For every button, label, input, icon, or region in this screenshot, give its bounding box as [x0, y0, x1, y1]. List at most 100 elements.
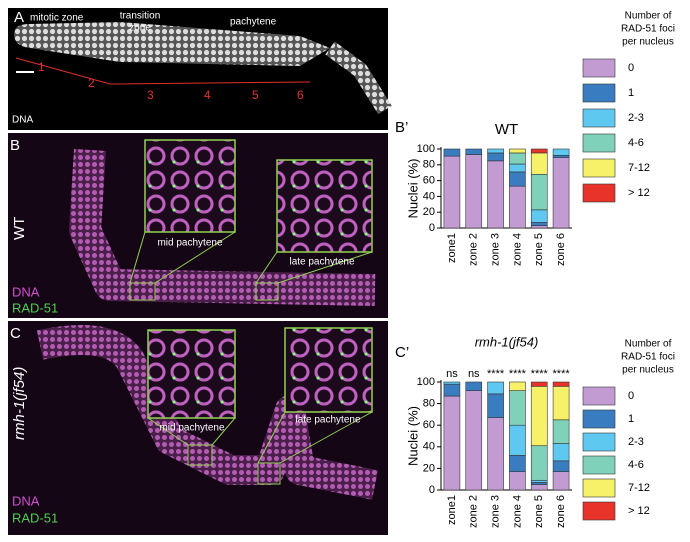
y-tick-label: 0	[429, 484, 435, 496]
significance: ****	[509, 368, 527, 380]
panel-label: A	[14, 9, 24, 26]
legend-title: per nucleus	[622, 365, 674, 376]
x-tick-label: zone 6	[555, 495, 567, 528]
legend-swatch	[582, 455, 616, 475]
legend-label: 1	[628, 87, 634, 99]
bar-segment	[530, 173, 548, 211]
y-tick-label: 0	[429, 222, 435, 234]
legend-label: 0	[628, 390, 634, 402]
bar-segment	[487, 152, 504, 162]
bar-segment	[487, 417, 504, 491]
legend-title: RAD-51 foci	[621, 352, 675, 363]
panel-label: C	[10, 325, 21, 342]
zone-number: 1	[38, 60, 45, 74]
bar-segment	[530, 484, 548, 491]
bar-segment	[530, 386, 548, 447]
y-tick-label: 20	[423, 206, 435, 218]
zone-label: pachytene	[230, 17, 277, 28]
legend-label: 4-6	[628, 137, 644, 149]
inset-label: late pachytene	[289, 257, 354, 268]
inset-label: mid pachytene	[157, 238, 222, 249]
significance: ****	[531, 368, 549, 380]
panel-label: B	[10, 137, 20, 154]
legend-label: 1	[628, 413, 634, 425]
bar-segment	[530, 482, 548, 485]
significance: ****	[487, 368, 505, 380]
bar-segment	[552, 471, 570, 491]
panel-c: C rmh-1(jf54) DNA RAD-51 mid pachytene l…	[8, 321, 388, 535]
x-tick-label: zone 2	[468, 495, 480, 528]
bar-segment	[465, 154, 483, 229]
bar-segment	[530, 209, 548, 223]
zone-label: zone	[129, 23, 151, 34]
significance: ns	[468, 368, 480, 380]
zone-label: transition	[120, 11, 161, 22]
stain-label: DNA	[12, 115, 33, 126]
genotype-label: WT	[11, 217, 28, 240]
legend-title: Number of	[625, 339, 672, 350]
legend-label: 4-6	[628, 459, 644, 471]
bar-segment	[530, 148, 548, 154]
bar-segment	[552, 443, 570, 462]
zone-number: 3	[147, 88, 154, 102]
y-tick-label: 60	[423, 419, 435, 431]
bar-segment	[530, 225, 548, 229]
bar-segment	[509, 163, 526, 173]
zone-number: 6	[297, 88, 304, 102]
legend-swatch	[582, 108, 616, 128]
panel-a: A mitotic zone transition zone pachytene…	[8, 8, 392, 130]
bar-segment	[443, 383, 461, 397]
y-axis-label: Nuclei (%)	[405, 406, 420, 466]
legend-swatch	[582, 501, 616, 521]
bar-segment	[530, 381, 548, 387]
bar-segment	[552, 386, 570, 421]
legend-title: Number of	[625, 11, 672, 22]
bar-segment	[509, 471, 526, 491]
bar-segment	[552, 148, 570, 156]
bar-segment	[487, 160, 504, 229]
legend-label: 2-3	[628, 112, 644, 124]
legend-label: 2-3	[628, 436, 644, 448]
panel-b: B WT DNA RAD-51 mid pachytene late pachy…	[8, 133, 388, 318]
legend-swatch	[582, 478, 616, 498]
bar-segment	[509, 455, 526, 472]
bar-segment	[465, 390, 483, 491]
stain-label: DNA	[12, 284, 40, 299]
y-tick-label: 100	[417, 143, 435, 155]
bar-segment	[509, 185, 526, 229]
legend-swatch	[582, 158, 616, 178]
x-tick-label: zone 2	[468, 233, 480, 266]
bar-segment	[509, 148, 526, 154]
x-tick-label: zone 3	[489, 233, 501, 266]
genotype-label: rmh-1(jf54)	[11, 367, 28, 440]
zone-number: 4	[204, 88, 211, 102]
bar-segment	[443, 381, 461, 385]
bar-segment	[443, 395, 461, 491]
y-axis-label: Nuclei (%)	[405, 159, 420, 219]
inset-label: late pachytene	[295, 415, 360, 426]
bar-segment	[487, 393, 504, 418]
bar-segment	[443, 155, 461, 229]
chart-title: WT	[495, 121, 518, 138]
x-tick-label: zone1	[446, 495, 458, 525]
legend-swatch	[582, 83, 616, 103]
stain-label: DNA	[12, 493, 40, 508]
y-tick-label: 40	[423, 190, 435, 202]
x-tick-label: zone 5	[533, 233, 545, 266]
panel-label: B’	[395, 119, 408, 136]
x-tick-label: zone 5	[533, 495, 545, 528]
bar-segment	[552, 381, 570, 387]
bar-segment	[465, 148, 483, 155]
legend-label: 0	[628, 62, 634, 74]
significance: ****	[553, 368, 571, 380]
legend-title: per nucleus	[622, 37, 674, 48]
legend-label: > 12	[628, 505, 650, 517]
bar-segment	[465, 381, 483, 391]
bar-segment	[509, 171, 526, 187]
bar-segment	[509, 381, 526, 391]
panel-label: C’	[395, 344, 409, 361]
legend-swatch	[582, 386, 616, 406]
legend-swatch	[582, 409, 616, 429]
bar-segment	[509, 152, 526, 165]
